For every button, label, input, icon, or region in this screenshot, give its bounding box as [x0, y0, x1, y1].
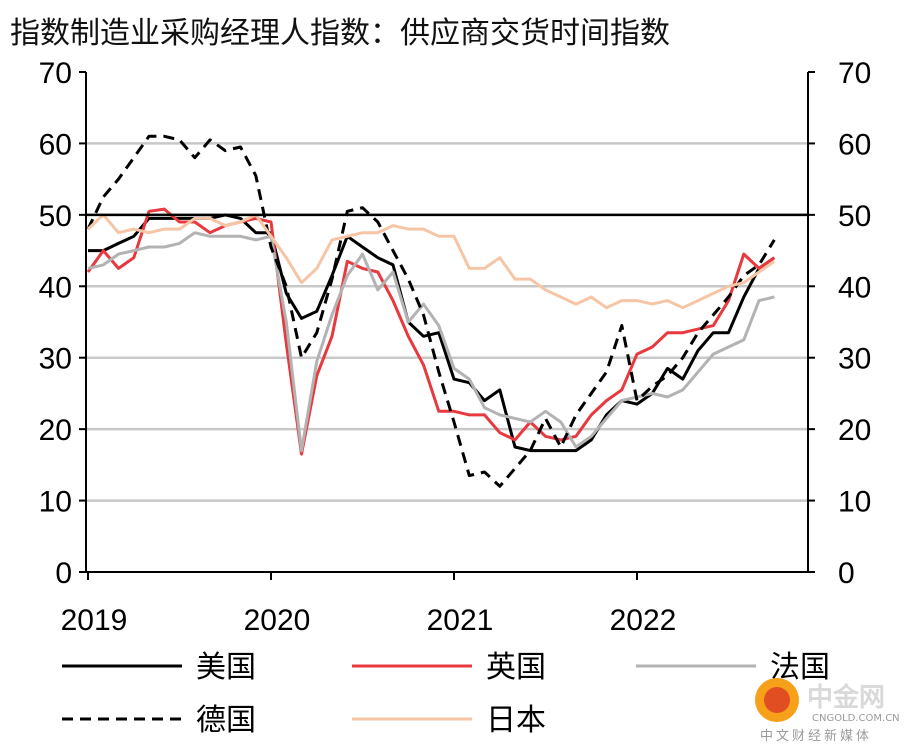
axes-layer — [79, 71, 815, 580]
y-tick-label-left: 50 — [39, 200, 72, 233]
x-tick-label: 2021 — [427, 604, 494, 637]
x-tick-label: 2019 — [61, 604, 128, 637]
legend-label-4: 日本 — [486, 703, 546, 738]
legend-label-0: 美国 — [196, 650, 256, 685]
series-line-1 — [86, 207, 776, 456]
y-tick-label-right: 30 — [838, 343, 871, 376]
series-line-4 — [86, 213, 776, 310]
watermark-logo: 中金网 CNGOLD.COM.CN 中文财经新媒体 — [755, 678, 900, 744]
watermark-tagline: 中文财经新媒体 — [760, 728, 872, 744]
legend-label-3: 德国 — [196, 703, 256, 738]
y-tick-label-left: 60 — [39, 128, 72, 161]
logo-inner-icon — [764, 687, 790, 713]
series-line-3 — [86, 134, 776, 488]
y-tick-label-left: 30 — [39, 343, 72, 376]
watermark-url: CNGOLD.COM.CN — [812, 713, 900, 724]
y-tick-label-left: 10 — [39, 486, 72, 519]
chart-title: 指数制造业采购经理人指数：供应商交货时间指数 — [10, 16, 670, 51]
watermark-brand: 中金网 — [807, 682, 885, 713]
y-tick-label-left: 0 — [55, 557, 72, 590]
y-tick-label-right: 70 — [838, 57, 871, 90]
legend-label-1: 英国 — [486, 650, 546, 685]
y-tick-label-right: 40 — [838, 271, 871, 304]
y-tick-label-right: 10 — [838, 486, 871, 519]
series-line-2 — [87, 231, 775, 453]
y-tick-label-right: 20 — [838, 414, 871, 447]
y-tick-label-right: 60 — [838, 128, 871, 161]
grid-layer — [86, 142, 808, 502]
series-layer — [86, 134, 808, 488]
x-tick-label: 2022 — [610, 604, 677, 637]
x-tick-label: 2020 — [244, 604, 311, 637]
y-tick-label-left: 40 — [39, 271, 72, 304]
ticks-layer: 0 10 20 30 40 50 60 70 0 10 20 30 40 50 60 70 2019 2020 20… — [39, 57, 872, 637]
y-tick-label-left: 20 — [39, 414, 72, 447]
y-tick-label-right: 0 — [838, 557, 855, 590]
y-tick-label-left: 70 — [39, 57, 72, 90]
y-tick-label-right: 50 — [838, 200, 871, 233]
